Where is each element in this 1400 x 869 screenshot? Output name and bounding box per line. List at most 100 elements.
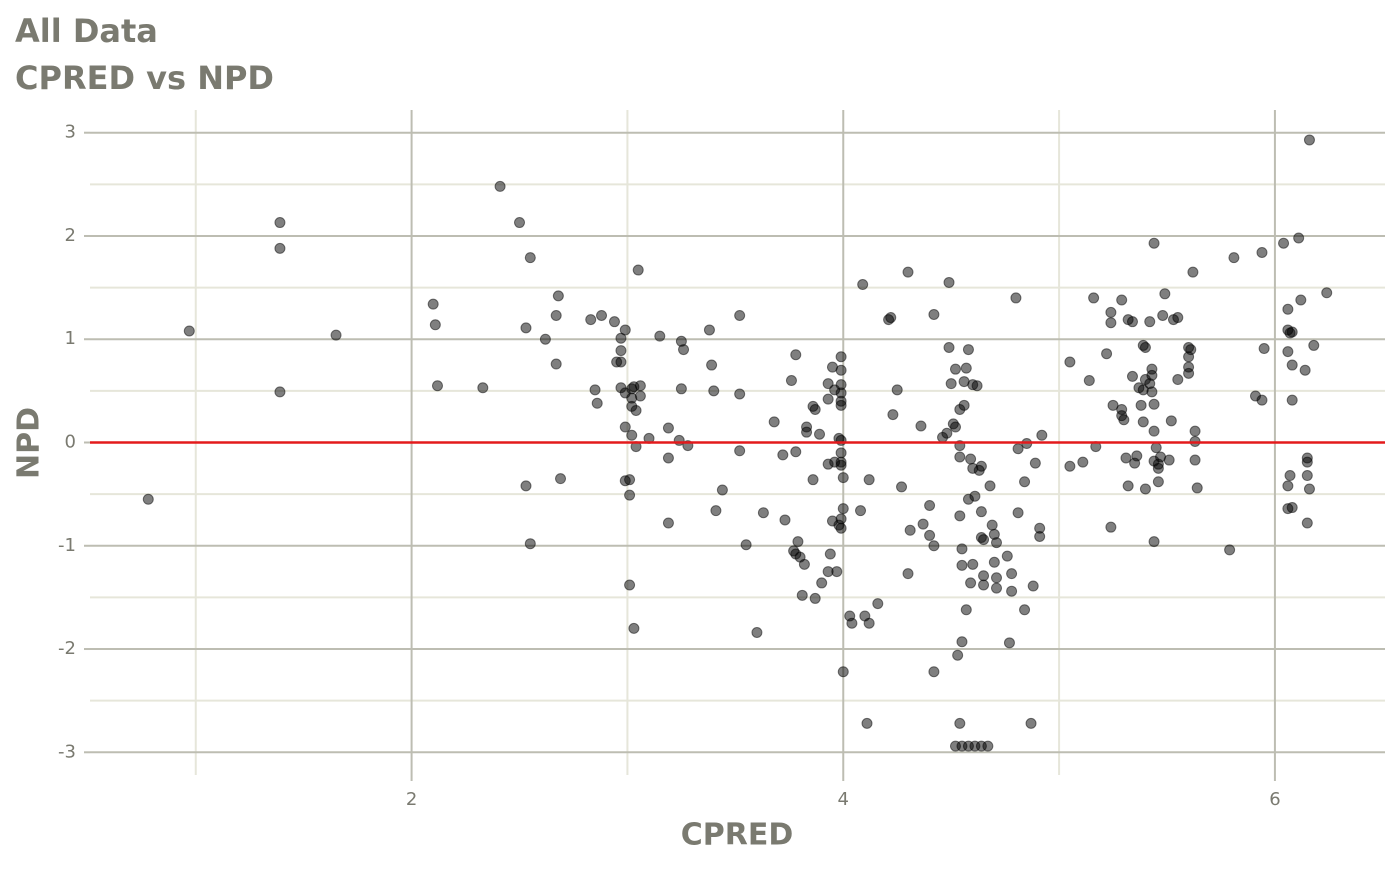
point — [1157, 309, 1169, 321]
point — [991, 537, 1002, 549]
point — [1159, 288, 1171, 300]
point — [902, 266, 914, 278]
point — [1006, 568, 1018, 580]
point — [1139, 483, 1151, 495]
point — [1146, 386, 1158, 398]
point — [917, 518, 929, 530]
point — [915, 420, 927, 432]
point — [615, 356, 627, 368]
point — [835, 447, 847, 459]
x-tick-label: 2 — [406, 789, 417, 810]
point — [624, 489, 636, 501]
chart-subtitle: CPRED vs NPD — [15, 59, 274, 97]
point — [524, 252, 536, 264]
point — [1148, 536, 1160, 548]
point — [835, 399, 847, 411]
point — [183, 325, 195, 337]
point — [1025, 717, 1037, 729]
point — [943, 342, 955, 353]
point — [1083, 375, 1095, 387]
point — [1301, 470, 1313, 482]
point — [790, 349, 802, 361]
point — [427, 298, 439, 310]
point — [835, 351, 847, 363]
point — [1146, 369, 1158, 381]
point — [1012, 507, 1024, 519]
point — [634, 380, 646, 392]
point — [1282, 346, 1294, 358]
x-tick-label: 6 — [1269, 789, 1280, 810]
point — [1187, 266, 1199, 278]
point — [792, 536, 804, 548]
point — [608, 316, 620, 328]
point — [1303, 134, 1315, 146]
point — [1148, 398, 1160, 410]
point — [1286, 502, 1298, 514]
point — [630, 404, 642, 416]
point — [1107, 399, 1119, 411]
y-tick-label: -1 — [58, 535, 76, 556]
point — [274, 217, 286, 229]
point — [1301, 517, 1313, 529]
point — [1228, 252, 1240, 264]
point — [887, 409, 899, 421]
point — [809, 403, 821, 415]
point — [991, 572, 1002, 584]
point — [824, 548, 836, 560]
point — [1278, 237, 1290, 249]
point — [539, 333, 551, 345]
point — [1036, 429, 1048, 441]
point — [1256, 247, 1268, 258]
point — [654, 330, 666, 342]
point — [816, 577, 828, 589]
point — [520, 480, 532, 492]
point — [1183, 367, 1195, 379]
point — [837, 666, 849, 678]
point — [928, 308, 940, 320]
point — [1148, 425, 1160, 437]
point — [814, 428, 826, 440]
point — [708, 385, 720, 397]
point — [477, 382, 489, 394]
point — [734, 388, 746, 400]
point — [1303, 483, 1315, 495]
point — [1165, 415, 1177, 427]
point — [1105, 306, 1117, 318]
point — [1064, 460, 1076, 472]
point — [855, 505, 867, 517]
point — [550, 358, 562, 370]
point — [954, 510, 966, 522]
point — [969, 490, 981, 502]
point — [967, 558, 979, 570]
point — [971, 380, 983, 392]
point — [1105, 317, 1117, 329]
point — [943, 276, 955, 288]
point — [1135, 399, 1147, 411]
point — [958, 399, 970, 411]
point — [945, 378, 957, 390]
y-axis-label: NPD — [12, 407, 47, 479]
point — [984, 480, 996, 492]
point — [632, 264, 644, 276]
point — [835, 522, 847, 534]
point — [891, 384, 903, 396]
point — [960, 604, 972, 616]
point — [1185, 344, 1197, 356]
point — [978, 570, 990, 582]
point — [740, 539, 752, 551]
point — [274, 386, 286, 398]
point — [1019, 476, 1031, 488]
point — [988, 556, 1000, 568]
point — [928, 666, 940, 678]
point — [924, 529, 936, 541]
point — [954, 451, 966, 463]
point — [431, 380, 443, 392]
point — [837, 503, 849, 515]
point — [1152, 476, 1164, 488]
point — [1308, 339, 1320, 351]
point — [1189, 454, 1201, 466]
point — [1258, 343, 1270, 355]
point — [1010, 292, 1022, 304]
